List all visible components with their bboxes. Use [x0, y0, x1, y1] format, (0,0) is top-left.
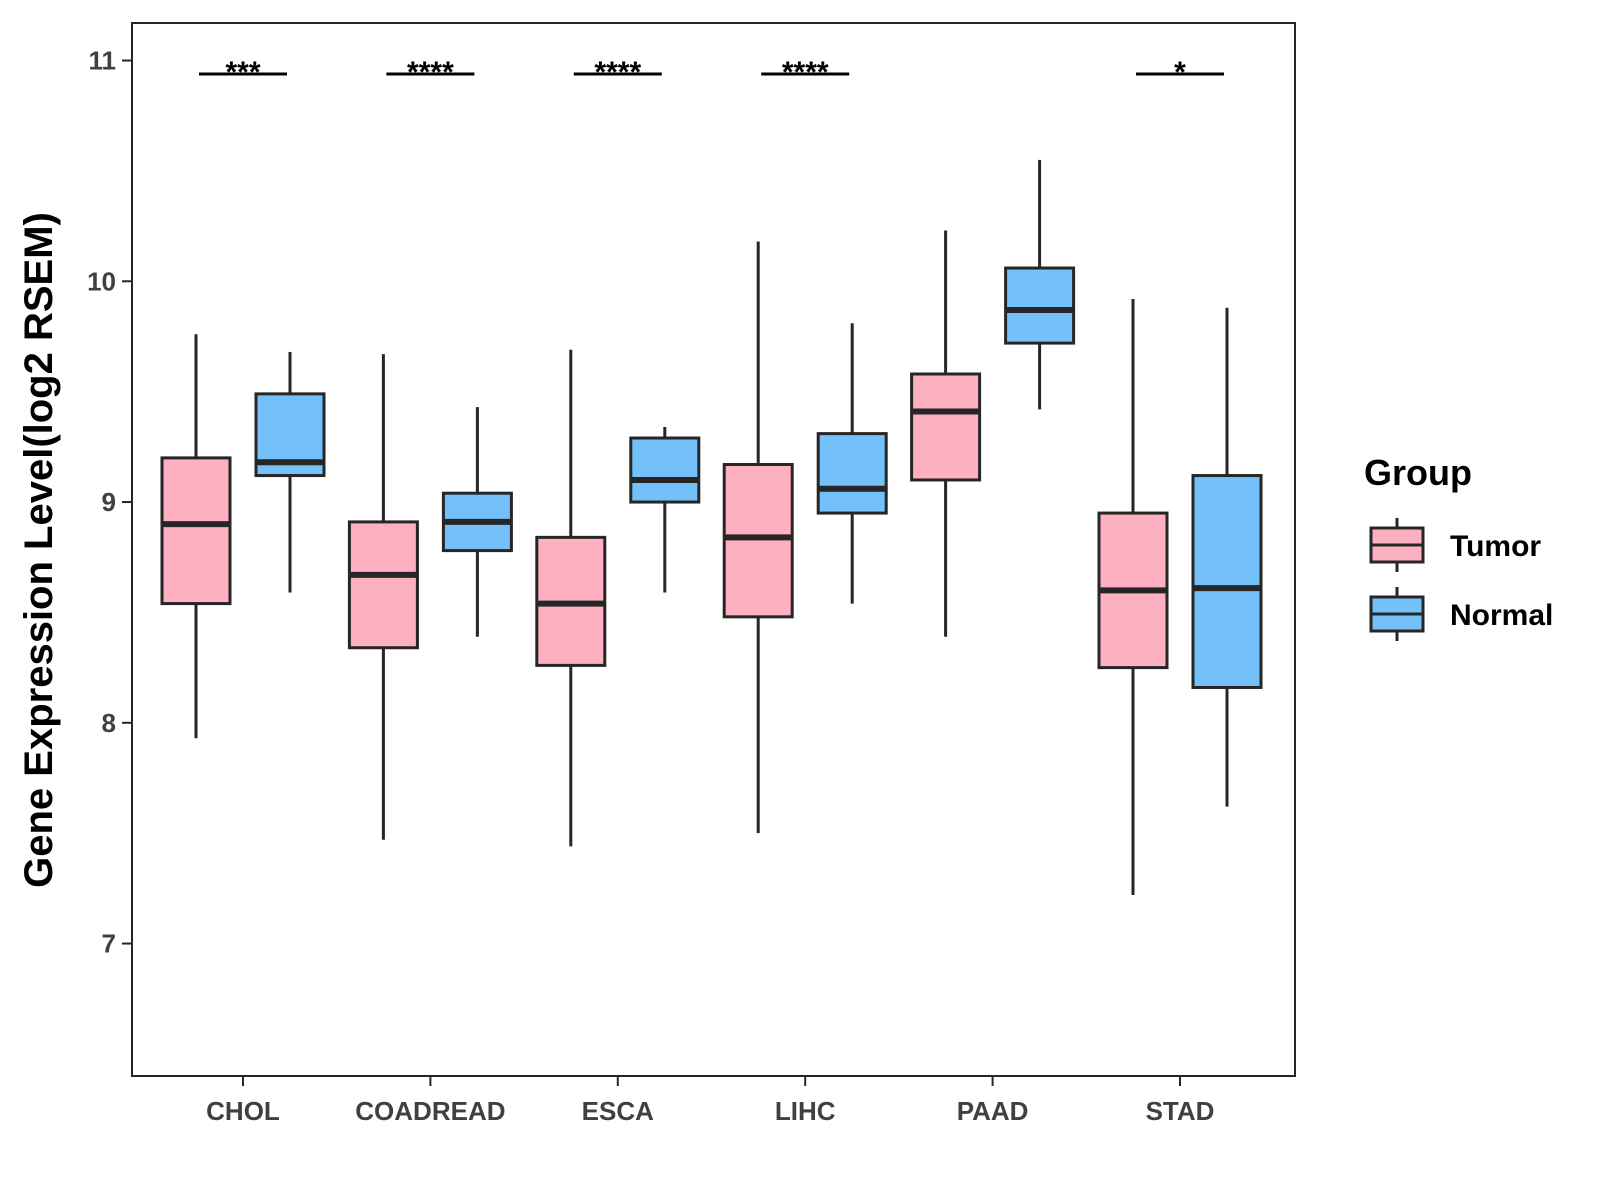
box-iqr [1191, 474, 1263, 689]
y-tick-label: 8 [102, 708, 116, 738]
box-iqr [1004, 266, 1076, 345]
box-iqr [160, 456, 232, 606]
legend-label-normal: Normal [1450, 599, 1553, 632]
box-iqr [347, 520, 419, 650]
box-normal-esca [629, 426, 701, 593]
box-normal-coadread [441, 407, 513, 637]
significance-annotations: *** **** **** **** * [199, 56, 1224, 89]
box-normal-stad [1191, 307, 1263, 807]
y-tick-label: 11 [89, 46, 117, 76]
legend-title: Group [1364, 452, 1472, 493]
significance-label: **** [782, 56, 829, 89]
legend-label-tumor: Tumor [1450, 530, 1541, 563]
box-normal-chol [254, 351, 326, 593]
box-normal-lihc [816, 323, 888, 604]
box-tumor-chol [160, 334, 232, 739]
box-tumor-coadread [347, 354, 419, 840]
significance-label: **** [594, 56, 641, 89]
y-axis: 7 8 9 10 11 [87, 46, 132, 959]
panel-border [131, 22, 1296, 1077]
x-tick-label: CHOL [206, 1096, 280, 1126]
x-tick-label: STAD [1146, 1096, 1215, 1126]
box-iqr [722, 463, 794, 619]
significance-label: *** [225, 56, 260, 89]
y-tick-label: 10 [87, 266, 116, 296]
box-tumor-stad [1097, 298, 1169, 895]
box-iqr [910, 372, 982, 482]
box-tumor-paad [910, 230, 982, 637]
box-series [160, 159, 1263, 895]
box-iqr [629, 436, 701, 504]
x-tick-label: ESCA [582, 1096, 654, 1126]
box-normal-paad [1004, 159, 1076, 410]
x-tick-label: COADREAD [355, 1096, 505, 1126]
x-axis: CHOL COADREAD ESCA LIHC PAAD STAD [206, 1076, 1214, 1126]
legend-key-normal [1369, 587, 1425, 641]
x-tick-label: PAAD [957, 1096, 1029, 1126]
box-iqr [816, 432, 888, 515]
box-tumor-lihc [722, 241, 794, 834]
y-tick-label: 7 [102, 929, 116, 959]
significance-label: **** [407, 56, 454, 89]
y-axis-title: Gene Expression Level(log2 RSEM) [17, 212, 61, 888]
significance-label: * [1174, 56, 1186, 89]
box-tumor-esca [535, 349, 607, 847]
x-tick-label: LIHC [775, 1096, 836, 1126]
legend-key-tumor [1369, 518, 1425, 572]
y-tick-label: 9 [102, 487, 116, 517]
legend: Group Tumor Normal [1364, 452, 1553, 641]
